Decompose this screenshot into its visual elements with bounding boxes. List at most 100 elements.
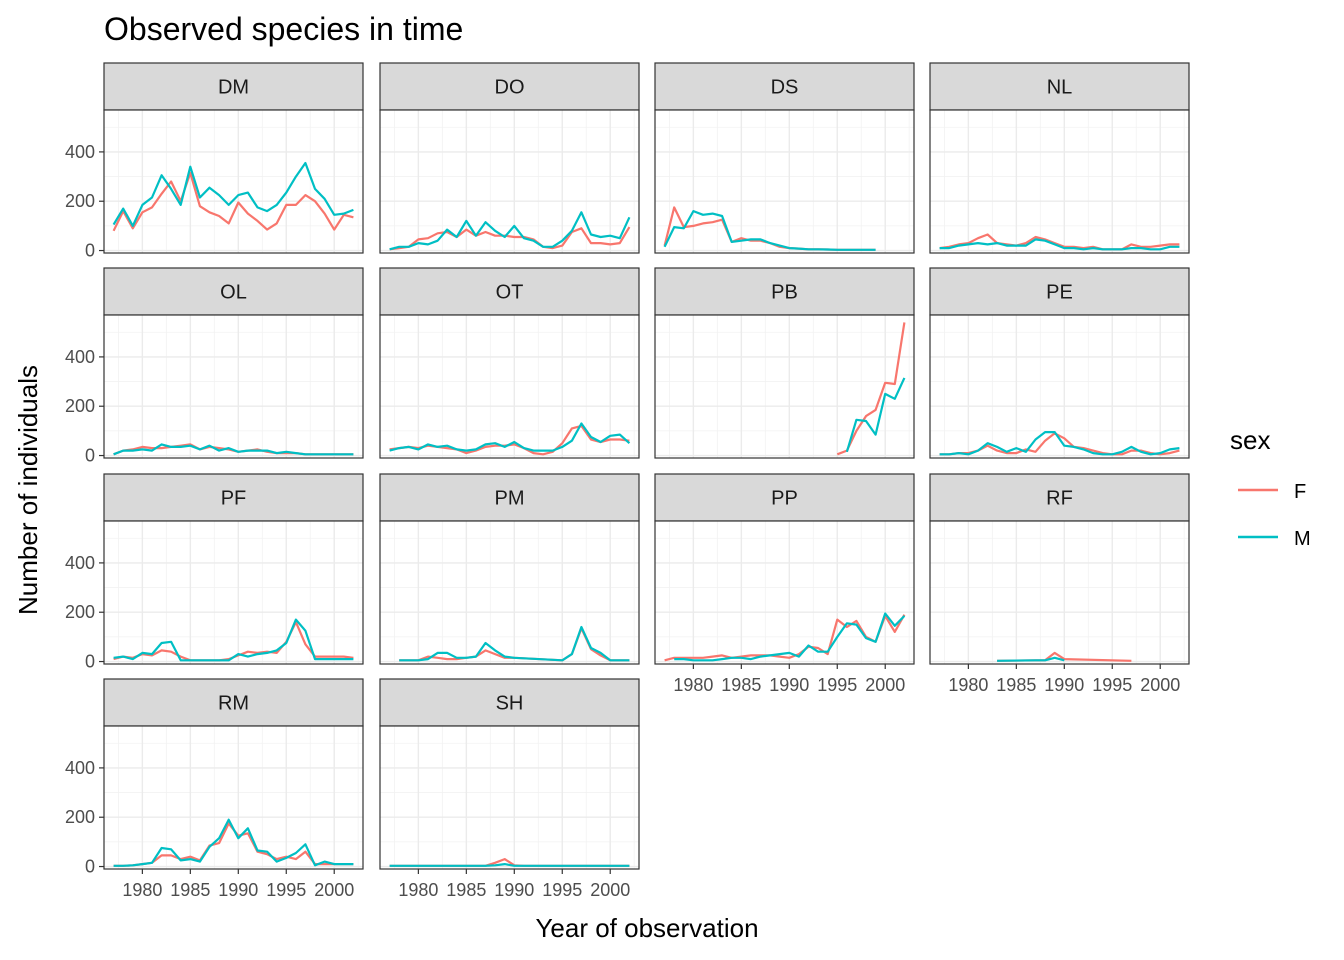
panel-border — [929, 109, 1190, 254]
x-tick-label: 1995 — [1092, 675, 1132, 695]
panel-background — [104, 726, 363, 869]
strip-label: DO — [495, 77, 525, 99]
x-tick-label: 2000 — [590, 880, 630, 900]
panel-background — [655, 110, 914, 253]
strip-label: NL — [1047, 77, 1073, 99]
panel-background — [655, 315, 914, 458]
x-tick-label: 1990 — [494, 880, 534, 900]
chart-title: Observed species in time — [104, 11, 463, 47]
x-tick-label: 1990 — [769, 675, 809, 695]
x-tick-label: 1985 — [170, 880, 210, 900]
y-tick-label: 0 — [85, 652, 95, 672]
y-tick-label: 0 — [85, 446, 95, 466]
facet-ot: OT — [379, 267, 640, 459]
series-line-m — [389, 862, 630, 867]
x-tick-label: 1985 — [721, 675, 761, 695]
y-tick-label: 200 — [65, 807, 95, 827]
y-tick-label: 400 — [65, 142, 95, 162]
series-line-m — [997, 656, 1065, 662]
series-line-m — [939, 431, 1180, 456]
strip-background — [103, 473, 364, 522]
series-line-f — [939, 233, 1180, 251]
series-line-m — [939, 238, 1180, 251]
strip-background — [379, 473, 640, 522]
x-tick-label: 1995 — [817, 675, 857, 695]
facet-rm: RM 0 200 400 1980 1985 1990 1995 2000 — [65, 678, 364, 900]
x-tick-label: 1980 — [122, 880, 162, 900]
panel-border — [379, 520, 640, 665]
strip-background — [929, 62, 1190, 111]
strip-label: OT — [496, 282, 524, 304]
facet-dm: DM 0 200 400 — [65, 62, 364, 261]
panel-background — [380, 726, 639, 869]
panel-border — [379, 109, 640, 254]
panel-border — [103, 109, 364, 254]
series-line-m — [112, 161, 354, 227]
facet-pe: PE — [929, 267, 1190, 459]
facet-pp: PP 1980 1985 1990 1995 2000 — [654, 473, 915, 695]
strip-label: PB — [771, 282, 798, 304]
strip-label: RF — [1046, 488, 1073, 510]
strip-label: PM — [495, 488, 525, 510]
panel-border — [379, 314, 640, 459]
panel-background — [104, 521, 363, 664]
x-tick-label: 2000 — [865, 675, 905, 695]
panel-border — [654, 314, 915, 459]
x-tick-label: 1980 — [948, 675, 988, 695]
strip-label: PP — [771, 488, 798, 510]
facet-pf: PF 0 200 400 — [65, 473, 364, 672]
series-line-f — [389, 226, 631, 251]
y-tick-label: 200 — [65, 396, 95, 416]
strip-label: SH — [496, 693, 524, 715]
series-line-f — [112, 171, 354, 232]
facet-rf: RF 1980 1985 1990 1995 2000 — [929, 473, 1190, 695]
strip-background — [654, 62, 915, 111]
facet-pm: PM — [379, 473, 640, 665]
y-tick-label: 400 — [65, 758, 95, 778]
series-line-m — [663, 210, 876, 251]
y-tick-label: 200 — [65, 191, 95, 211]
strip-background — [103, 62, 364, 111]
panel-border — [654, 520, 915, 665]
x-tick-label: 1980 — [673, 675, 713, 695]
legend: sex F M — [1230, 425, 1311, 550]
x-tick-label: 1990 — [218, 880, 258, 900]
facet-pb: PB — [654, 267, 915, 459]
legend-title: sex — [1230, 425, 1270, 455]
series-line-m — [389, 211, 631, 251]
y-tick-label: 200 — [65, 602, 95, 622]
series-line-m — [845, 377, 906, 453]
facet-nl: NL — [929, 62, 1190, 254]
legend-label-m: M — [1294, 528, 1311, 550]
strip-background — [379, 62, 640, 111]
x-tick-label: 1995 — [266, 880, 306, 900]
facet-ol: OL 0 200 400 — [65, 267, 364, 466]
panel-background — [380, 110, 639, 253]
panel-border — [103, 520, 364, 665]
strip-label: PE — [1046, 282, 1073, 304]
series-line-m — [399, 625, 630, 662]
strip-label: RM — [218, 693, 249, 715]
panel-border — [654, 109, 915, 254]
x-tick-label: 1985 — [446, 880, 486, 900]
series-line-m — [113, 818, 354, 867]
y-tick-label: 400 — [65, 553, 95, 573]
y-tick-label: 400 — [65, 347, 95, 367]
panel-border — [103, 314, 364, 459]
y-axis-title: Number of individuals — [13, 365, 43, 615]
strip-label: DM — [218, 77, 249, 99]
strip-background — [929, 267, 1190, 316]
strip-label: DS — [771, 77, 799, 99]
panel-border — [929, 314, 1190, 459]
x-tick-label: 2000 — [1140, 675, 1180, 695]
panel-background — [930, 521, 1189, 664]
y-tick-label: 0 — [85, 857, 95, 877]
series-line-m — [389, 422, 631, 452]
strip-label: PF — [221, 488, 247, 510]
panel-border — [379, 725, 640, 870]
x-tick-label: 1980 — [398, 880, 438, 900]
panel-background — [380, 521, 639, 664]
x-axis-title: Year of observation — [535, 913, 758, 943]
